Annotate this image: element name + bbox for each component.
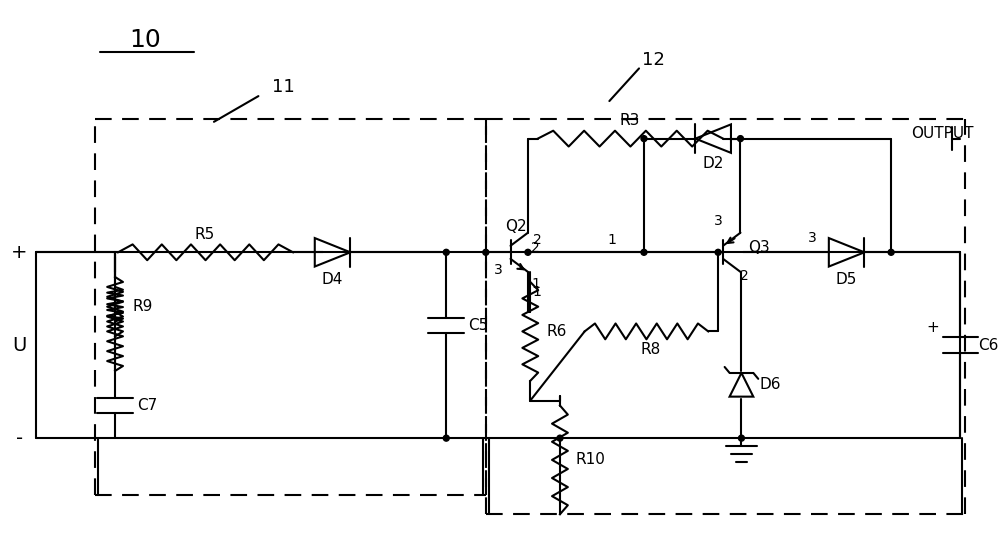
Text: D2: D2	[702, 156, 724, 171]
Text: 1: 1	[531, 277, 540, 291]
Circle shape	[641, 136, 647, 141]
Text: 1: 1	[607, 233, 616, 247]
Text: 11: 11	[272, 78, 295, 96]
Text: R5: R5	[195, 227, 215, 242]
Text: 2: 2	[740, 269, 749, 283]
Text: C7: C7	[137, 398, 157, 413]
Circle shape	[557, 435, 563, 441]
Text: R6: R6	[546, 324, 566, 339]
Text: +: +	[926, 320, 939, 335]
Circle shape	[738, 435, 744, 441]
Circle shape	[715, 250, 721, 255]
Text: R10: R10	[576, 452, 606, 467]
Text: R8: R8	[641, 341, 661, 356]
Text: 10: 10	[129, 28, 161, 52]
Text: -: -	[16, 429, 23, 448]
Circle shape	[888, 250, 894, 255]
Text: R9: R9	[133, 299, 153, 314]
Text: 1: 1	[533, 285, 542, 299]
Text: R3: R3	[620, 113, 640, 128]
Text: D5: D5	[836, 272, 857, 287]
Text: U: U	[12, 336, 26, 355]
Text: D4: D4	[322, 272, 343, 287]
Circle shape	[443, 435, 449, 441]
Text: D6: D6	[759, 377, 781, 392]
Circle shape	[443, 250, 449, 255]
Text: C5: C5	[468, 318, 488, 333]
Circle shape	[737, 136, 743, 141]
Circle shape	[641, 250, 647, 255]
Text: 2: 2	[531, 241, 540, 255]
Text: 12: 12	[642, 51, 665, 69]
Text: 3: 3	[714, 214, 722, 228]
Circle shape	[525, 250, 531, 255]
Text: 3: 3	[808, 232, 816, 246]
Text: Q2: Q2	[505, 219, 526, 234]
Text: 2: 2	[533, 233, 542, 247]
Circle shape	[483, 250, 489, 255]
Text: +: +	[11, 243, 27, 262]
Text: C6: C6	[978, 338, 998, 353]
Text: OUTPUT: OUTPUT	[911, 126, 973, 141]
Text: Q3: Q3	[748, 240, 770, 255]
Text: 3: 3	[494, 263, 503, 277]
